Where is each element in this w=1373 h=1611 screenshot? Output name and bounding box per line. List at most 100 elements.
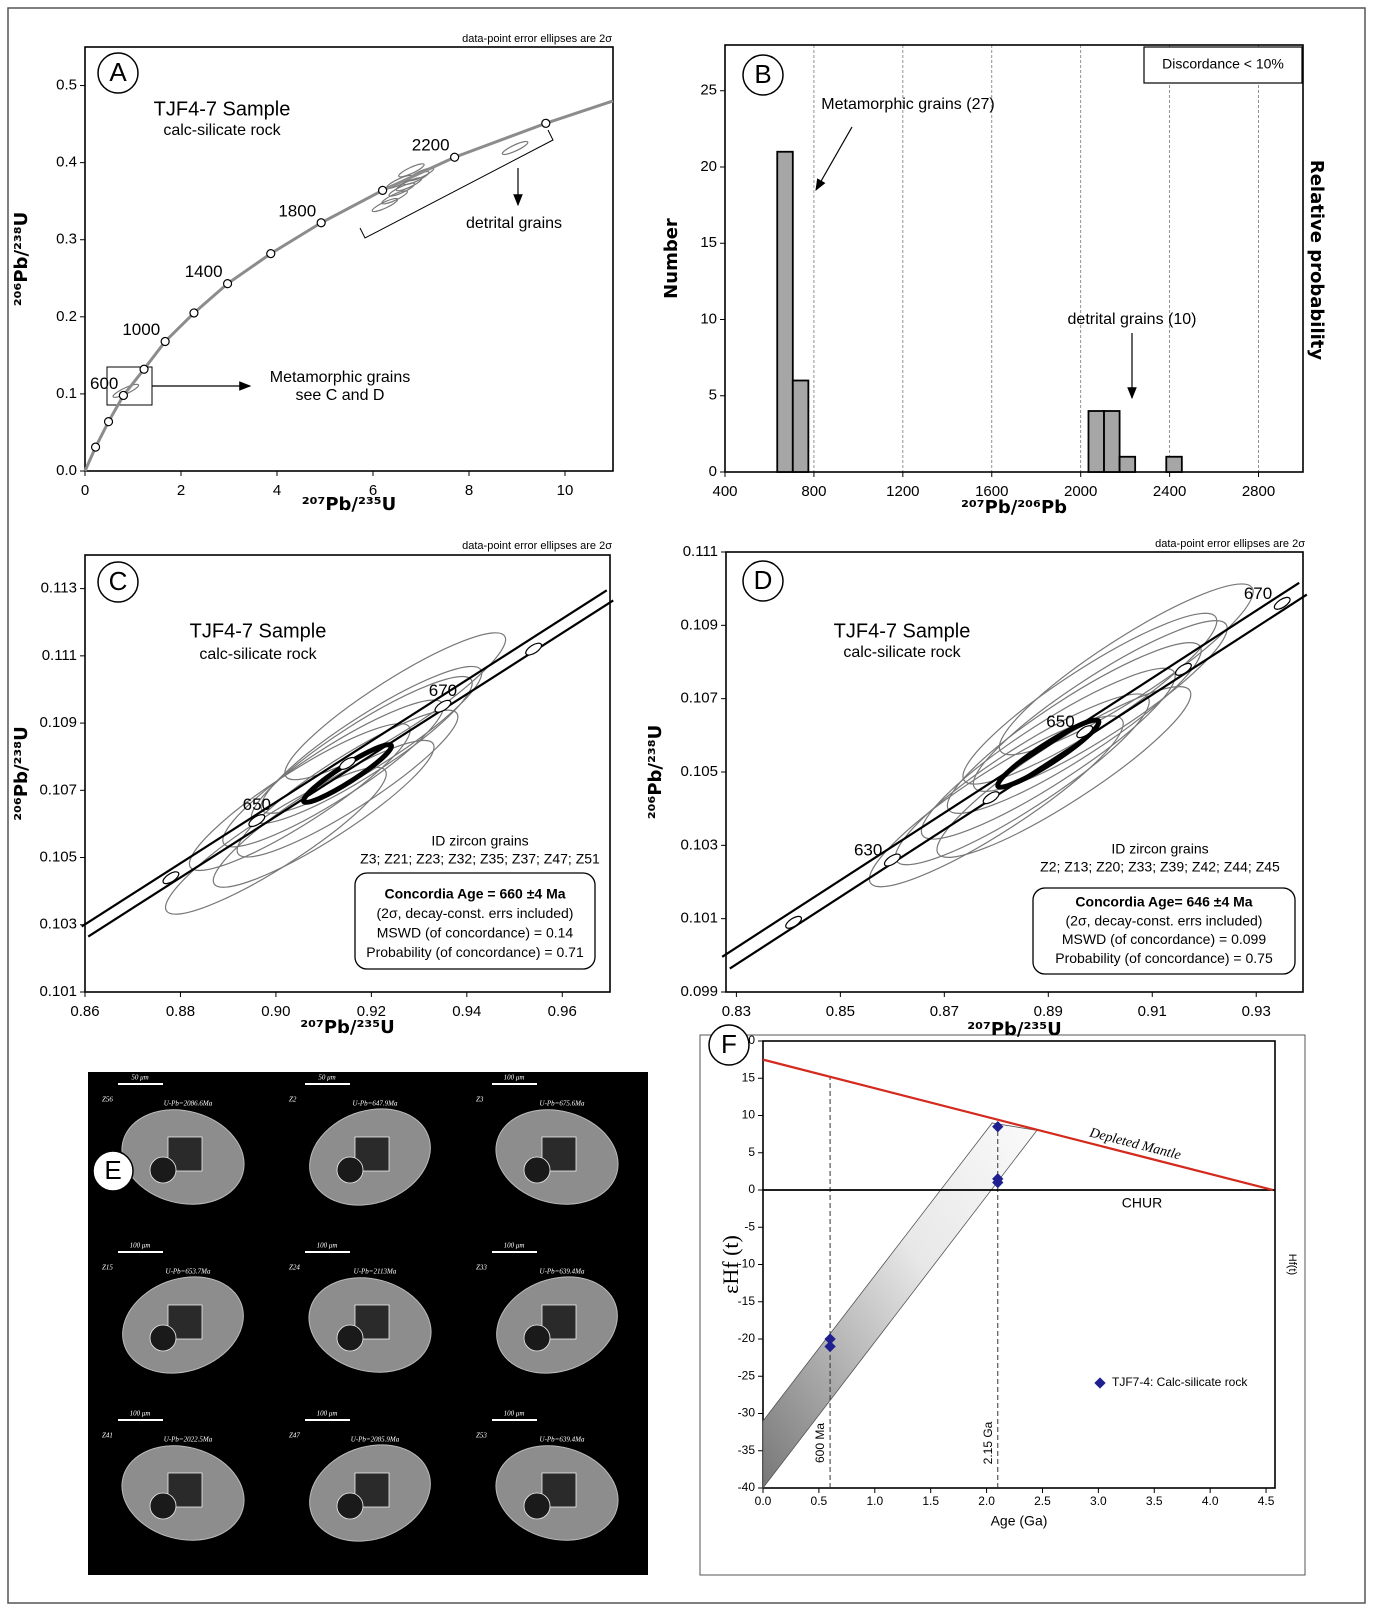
age-marker: [103, 417, 114, 427]
x-tick-label: 1200: [886, 483, 919, 500]
grain-id: Z56: [102, 1096, 113, 1104]
laser-pit: [523, 1324, 551, 1352]
x-tick-label: 0.94: [452, 1003, 481, 1020]
data-ellipse: [284, 632, 507, 781]
age-marker: [883, 853, 901, 867]
x-tick-label: 2: [177, 482, 185, 499]
age-label: 650: [1046, 712, 1074, 731]
grain-id: Z24: [289, 1264, 300, 1272]
age-marker: [189, 308, 199, 318]
x-tick-label: 1.5: [922, 1494, 939, 1508]
y-tick-label: 0.1: [56, 385, 77, 402]
panel-title: TJF4-7 Sample: [154, 98, 291, 120]
grain-id: Z2: [289, 1096, 297, 1104]
laser-pit: [336, 1324, 364, 1352]
age-marker: [139, 364, 149, 374]
grain-id: Z47: [289, 1432, 300, 1440]
x-tick-label: 0.5: [811, 1494, 828, 1508]
x-tick-label: 0.92: [357, 1003, 386, 1020]
grain-id: Z15: [102, 1264, 113, 1272]
plot-frame: [84, 46, 614, 472]
annotation: detrital grains (10): [1068, 311, 1197, 328]
x-tick-label: 0.89: [1034, 1003, 1063, 1020]
y-tick-label: -35: [738, 1443, 756, 1457]
panel-label: E: [104, 1155, 121, 1185]
figure-border: [7, 7, 1366, 1604]
scale-label: 100 μm: [317, 1242, 338, 1250]
grain-list: Z2; Z13; Z20; Z33; Z39; Z42; Z44; Z45: [1040, 859, 1280, 875]
age-marker: [160, 336, 170, 347]
age-label: 650: [243, 795, 271, 814]
panel-frame: [699, 1034, 1306, 1576]
data-ellipse: [998, 583, 1254, 756]
y-tick-label: 0.3: [56, 231, 77, 248]
panel-label-circle: [708, 1024, 750, 1066]
data-ellipse: [868, 715, 1124, 888]
result-line: (2σ, decay-const. errs included): [1066, 912, 1263, 928]
grain-age: U-Pb=653.7Ma: [166, 1268, 211, 1276]
data-point: [992, 1176, 1004, 1189]
y-tick-label: -15: [738, 1294, 756, 1308]
age-marker: [541, 118, 551, 128]
grain-list: Z3; Z21; Z23; Z32; Z35; Z37; Z47; Z51: [360, 851, 600, 867]
x-axis-label: ²⁰⁷Pb/²³⁵U: [300, 1017, 395, 1038]
y-tick-label: 20: [700, 158, 717, 175]
panel-subtitle: calc-silicate rock: [163, 122, 281, 139]
result-line: Concordia Age = 660 ±4 Ma: [384, 886, 565, 902]
legend-label: TJF7-4: Calc-silicate rock: [1112, 1375, 1248, 1389]
data-ellipse: [388, 182, 416, 197]
plot-frame: [725, 551, 1304, 993]
scale-label: 100 μm: [504, 1242, 525, 1250]
y-tick-label: 0.103: [680, 836, 718, 853]
age-label: 2200: [412, 136, 450, 155]
annotation: see C and D: [296, 387, 385, 404]
age-marker: [785, 915, 803, 929]
data-ellipse: [920, 667, 1176, 840]
y-axis-label: εHf (t): [718, 1235, 743, 1294]
y2-axis-label: Relative probability: [1306, 160, 1327, 361]
x-tick-label: 0.90: [261, 1003, 290, 1020]
y-tick-label: -20: [738, 1331, 756, 1345]
age-marker: [248, 814, 266, 828]
data-point: [824, 1333, 836, 1345]
grain-age: U-Pb=675.6Ma: [540, 1100, 585, 1108]
age-label: 670: [429, 681, 457, 700]
concordia-age-ellipse: [995, 717, 1102, 790]
data-ellipse: [972, 620, 1228, 792]
plot-frame: [762, 1040, 1276, 1489]
data-ellipse: [381, 190, 408, 205]
y-tick-label: 0.101: [680, 910, 718, 927]
panel-label: A: [109, 57, 127, 87]
y-tick-label: 0.103: [39, 916, 77, 933]
x-tick-label: 2.0: [978, 1494, 995, 1508]
histogram-bar: [776, 150, 794, 473]
age-marker: [339, 756, 356, 770]
result-box: [354, 872, 596, 970]
x-tick-label: 800: [801, 483, 826, 500]
y-tick-label: 5: [748, 1145, 755, 1159]
grain-id: Z33: [476, 1264, 487, 1272]
age-marker: [1174, 662, 1192, 676]
result-line: (2σ, decay-const. errs included): [377, 905, 574, 921]
grains-heading: ID zircon grains: [431, 833, 528, 849]
y-tick-label: 0.5: [56, 77, 77, 94]
grains-heading: ID zircon grains: [1111, 841, 1208, 857]
data-point: [992, 1121, 1004, 1133]
y-tick-label: 0.105: [680, 763, 718, 780]
panel-label-circle: [97, 561, 139, 603]
y-tick-label: 0.2: [56, 308, 77, 325]
laser-pit: [149, 1324, 177, 1352]
chur-label: CHUR: [1122, 1195, 1162, 1211]
concordia-curve: [87, 599, 614, 938]
scale-label: 100 μm: [130, 1410, 151, 1418]
x-tick-label: 0.86: [70, 1003, 99, 1020]
x-tick-label: 2000: [1064, 483, 1097, 500]
laser-pit: [149, 1156, 177, 1184]
grain-id: Z3: [476, 1096, 484, 1104]
y-tick-label: 0.0: [56, 462, 77, 479]
y-tick-label: 10: [742, 1108, 756, 1122]
panel-title: TJF4-7 Sample: [834, 620, 971, 642]
age-marker: [266, 249, 276, 259]
grain-age: U-Pb=647.9Ma: [353, 1100, 398, 1108]
